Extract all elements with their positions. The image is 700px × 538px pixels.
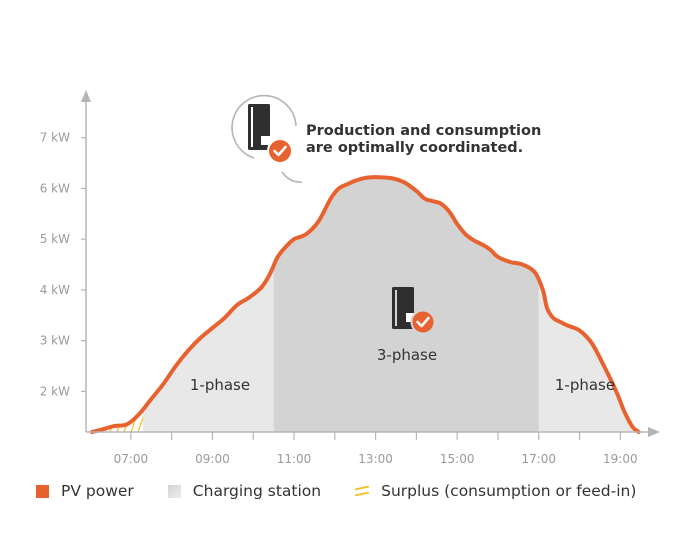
x-tick-label: 11:00 — [277, 452, 312, 466]
surplus-hatch-line — [670, 52, 700, 452]
surplus-hatch-line — [620, 177, 639, 432]
surplus-swatch — [355, 485, 369, 497]
legend-label-charging: Charging station — [192, 482, 322, 500]
check-badge-icon — [267, 138, 293, 164]
phase-labels: 1-phase 3-phase 1-phase — [190, 346, 615, 394]
x-tick-label: 07:00 — [114, 452, 149, 466]
phase-label-1: 3-phase — [377, 346, 437, 364]
surplus-hatch-line — [606, 177, 639, 432]
surplus-hatch-line — [691, 52, 700, 452]
x-tick-label: 15:00 — [440, 452, 475, 466]
legend-item-surplus: Surplus (consumption or feed-in) — [355, 482, 636, 500]
surplus-hatch-line — [663, 52, 700, 452]
charging-station-icon — [392, 287, 436, 335]
surplus-hatch-line — [634, 177, 639, 432]
surplus-hatch-line — [656, 52, 700, 452]
annotation-line-1: Production and consumption — [306, 123, 541, 139]
x-axis-arrow-icon — [648, 427, 660, 437]
legend-label-pv: PV power — [61, 482, 134, 500]
y-tick-label: 6 kW — [40, 181, 70, 195]
x-tick-label: 13:00 — [358, 452, 393, 466]
axes — [81, 90, 660, 437]
surplus-hatch-line — [0, 52, 33, 452]
y-tick-label: 4 kW — [40, 283, 70, 297]
surplus-hatch-line — [92, 177, 146, 432]
legend-label-surplus: Surplus (consumption or feed-in) — [381, 482, 637, 500]
check-badge-icon — [410, 309, 436, 335]
y-tick-label: 3 kW — [40, 334, 70, 348]
legend-item-pv: PV power — [36, 482, 134, 500]
x-tick-label: 09:00 — [195, 452, 230, 466]
y-axis-arrow-icon — [81, 90, 91, 102]
surplus-hatch-line — [627, 177, 639, 432]
legend-item-charging: Charging station — [167, 482, 322, 500]
surplus-hatch-line — [0, 52, 40, 452]
axis-ticks: 2 kW 3 kW 4 kW 5 kW 6 kW 7 kW 07:00 09:00 11:00 1… — [40, 131, 638, 466]
phase-label-0: 1-phase — [190, 376, 250, 394]
surplus-hatch-line — [642, 52, 700, 452]
charging-swatch — [167, 484, 181, 498]
annotation-line-2: are optimally coordinated. — [306, 140, 523, 156]
annotation-icon — [231, 94, 303, 183]
pv-swatch — [36, 484, 49, 498]
pv-power-line — [90, 175, 641, 434]
phase-label-2: 1-phase — [555, 376, 615, 394]
x-tick-label: 19:00 — [603, 452, 638, 466]
surplus-hatch-line — [649, 52, 700, 452]
surplus-hatch-line — [0, 52, 26, 452]
legend: PV power Charging station Surplus (consu… — [36, 478, 676, 504]
x-tick-label: 17:00 — [521, 452, 556, 466]
y-tick-label: 5 kW — [40, 232, 70, 246]
y-tick-label: 7 kW — [40, 131, 70, 145]
surplus-hatch-line — [684, 52, 700, 452]
y-tick-label: 2 kW — [40, 384, 70, 398]
surplus-hatch-line — [677, 52, 700, 452]
surplus-hatch-line — [613, 177, 639, 432]
